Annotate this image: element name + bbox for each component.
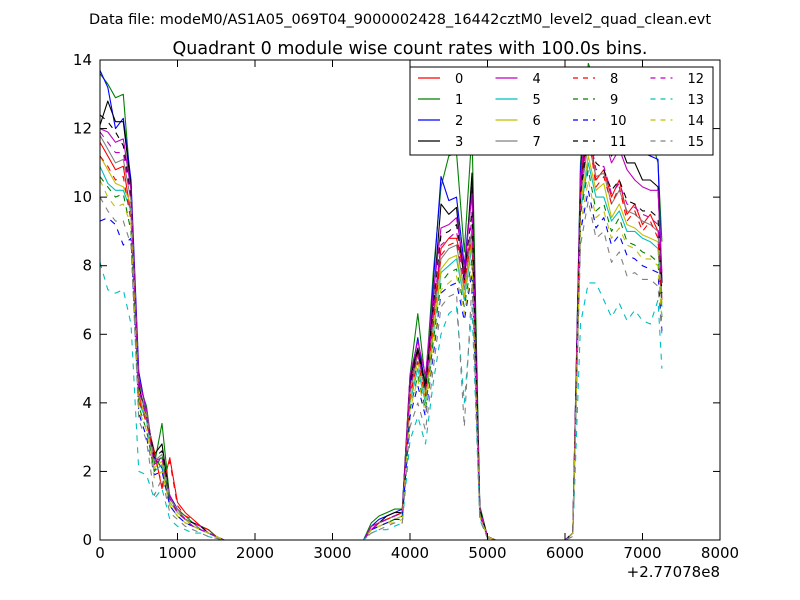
y-tick-label: 8 — [82, 257, 92, 275]
legend-box — [409, 66, 714, 156]
series-line-14 — [100, 179, 663, 540]
legend-label-8: 8 — [610, 72, 618, 87]
plot-frame — [99, 59, 721, 541]
x-tick-label: 1000 — [158, 544, 196, 562]
x-tick-label: 5000 — [468, 544, 506, 562]
legend-label-2: 2 — [455, 114, 463, 129]
x-tick-label: 7000 — [623, 544, 661, 562]
legend-label-12: 12 — [688, 72, 705, 87]
legend-label-7: 7 — [533, 135, 541, 150]
legend-label-9: 9 — [610, 93, 618, 108]
x-tick-label: 3000 — [313, 544, 351, 562]
legend-label-14: 14 — [688, 114, 705, 129]
series-layer — [100, 62, 663, 540]
x-tick-label: 6000 — [546, 544, 584, 562]
x-offset-label: +2.77078e8 — [627, 563, 720, 581]
y-tick-label: 14 — [73, 51, 92, 69]
supertitle: Data file: modeM0/AS1A05_069T04_90000024… — [89, 12, 711, 28]
y-tick-label: 2 — [82, 462, 92, 480]
legend-label-6: 6 — [533, 114, 541, 129]
y-tick-label: 6 — [82, 325, 92, 343]
y-tick-label: 0 — [82, 531, 92, 549]
legend-label-5: 5 — [533, 93, 541, 108]
x-tick-label: 0 — [95, 544, 105, 562]
legend-label-11: 11 — [610, 135, 627, 150]
legend-label-3: 3 — [455, 135, 463, 150]
series-line-13 — [100, 262, 663, 540]
y-tick-label: 12 — [73, 120, 92, 138]
axis-ticks: 0 1000 2000 3000 4000 5000 6000 7000 80000246810… — [73, 51, 739, 562]
x-tick-label: 4000 — [391, 544, 429, 562]
series-line-10 — [100, 189, 663, 540]
series-line-15 — [100, 196, 663, 540]
x-tick-label: 2000 — [236, 544, 274, 562]
legend-label-4: 4 — [533, 72, 541, 87]
y-tick-label: 10 — [73, 188, 92, 206]
chart-title: Quadrant 0 module wise count rates with … — [173, 39, 648, 59]
legend-label-0: 0 — [455, 72, 463, 87]
legend-label-10: 10 — [610, 114, 627, 129]
x-tick-label: 8000 — [701, 544, 739, 562]
legend-label-1: 1 — [455, 93, 463, 108]
legend-label-13: 13 — [688, 93, 705, 108]
y-tick-label: 4 — [82, 394, 92, 412]
legend-label-15: 15 — [688, 135, 705, 150]
